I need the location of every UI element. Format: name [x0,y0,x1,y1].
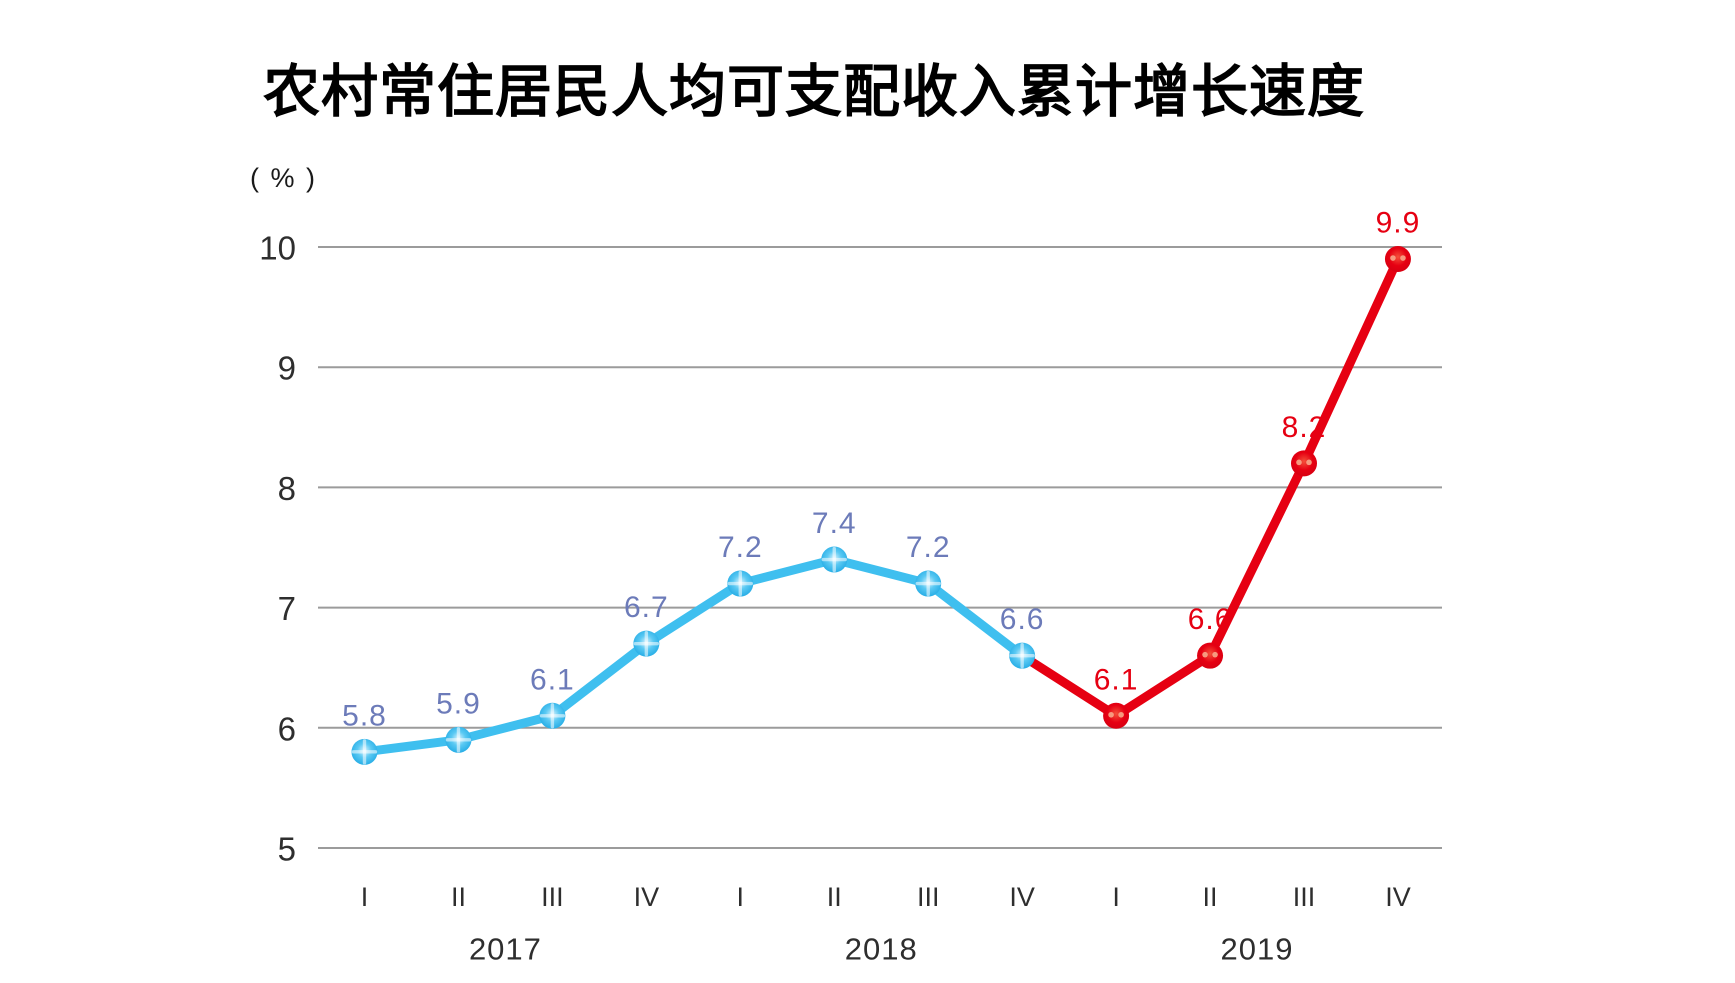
data-point-marker-2017-II [445,726,472,753]
data-label-2018-III: 7.2 [906,531,951,564]
line-segment [547,639,651,721]
x-tick-label: IV [1385,882,1411,912]
line-segment [641,579,745,649]
x-tick-label: I [1112,882,1120,912]
data-point-marker-2018-IV [1009,642,1036,669]
line-segment [829,555,933,589]
data-point-marker-2019-III [1291,450,1317,477]
y-tick-label: 6 [278,710,296,747]
x-tick-label: I [737,882,745,912]
line-segment [1205,458,1309,661]
x-tick-label: II [827,882,842,912]
data-point-marker-2018-I [727,570,754,597]
data-label-2018-I: 7.2 [718,531,763,564]
y-tick-label: 8 [278,470,296,507]
data-label-2017-I: 5.8 [342,699,387,732]
x-tick-label: III [1293,882,1316,912]
data-label-2019-I: 6.1 [1094,663,1139,696]
year-label-2017: 2017 [469,932,542,967]
data-label-2019-II: 6.6 [1188,603,1233,636]
chart-title: 农村常住居民人均可支配收入累计增长速度 [263,58,1365,125]
line-segment [453,711,557,745]
data-label-2019-IV: 9.9 [1376,207,1421,240]
data-label-2019-III: 8.2 [1282,411,1327,444]
data-point-marker-2017-III [539,702,566,729]
x-tick-label: IV [634,882,660,912]
data-label-2017-III: 6.1 [530,663,575,696]
x-tick-label: II [451,882,466,912]
year-label-2019: 2019 [1221,932,1294,967]
line-segment [1111,651,1215,721]
line-segment [1299,254,1403,468]
y-tick-label: 9 [278,350,296,387]
y-tick-label: 10 [259,230,296,267]
line-segment [923,579,1027,661]
line-segment [1017,651,1121,721]
line-segment [360,735,463,757]
line-segment [735,555,839,589]
data-point-marker-2018-III [915,570,942,597]
y-tick-label: 5 [278,831,296,868]
data-point-marker-2019-II [1197,642,1224,669]
data-label-2017-II: 5.9 [436,687,481,720]
x-tick-label: IV [1009,882,1035,912]
y-tick-label: 7 [278,590,296,627]
x-tick-label: II [1203,882,1218,912]
data-point-marker-2017-IV [633,630,660,657]
data-point-marker-2017-I [351,738,378,765]
x-tick-label: I [361,882,369,912]
x-tick-label: III [917,882,940,912]
year-label-2018: 2018 [845,932,918,967]
data-point-marker-2019-I [1103,702,1130,729]
y-axis-unit-label: ( % ) [250,163,317,193]
data-label-2017-IV: 6.7 [624,591,669,624]
data-label-2018-IV: 6.6 [1000,603,1045,636]
data-point-marker-2019-IV [1384,246,1411,273]
data-point-marker-2018-II [821,546,848,573]
x-tick-label: III [541,882,564,912]
data-label-2018-II: 7.4 [812,507,857,540]
